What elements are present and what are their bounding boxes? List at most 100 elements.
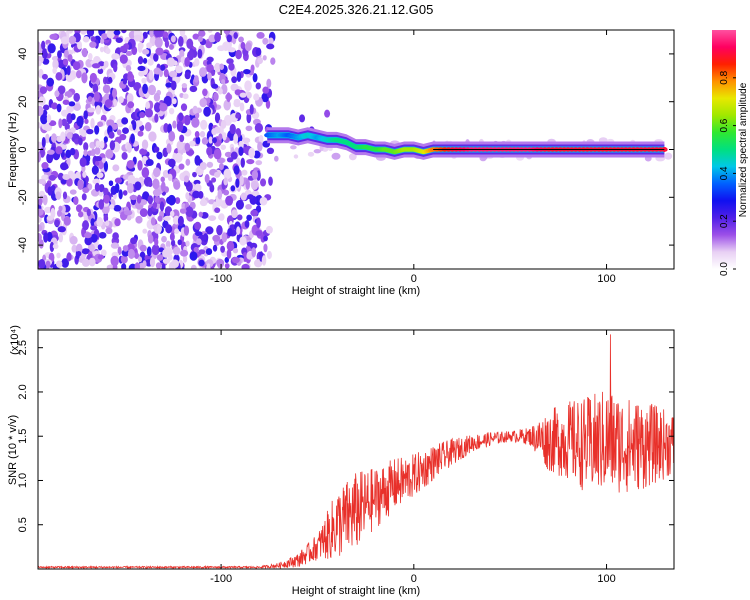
noise-blob bbox=[163, 69, 169, 78]
noise-blob bbox=[198, 30, 206, 38]
noise-blob bbox=[179, 30, 186, 37]
noise-blob bbox=[73, 92, 80, 102]
noise-blob bbox=[153, 53, 159, 62]
noise-blob bbox=[154, 196, 160, 204]
noise-blob bbox=[101, 157, 106, 164]
noise-blob bbox=[47, 43, 56, 54]
noise-blob bbox=[81, 72, 88, 84]
noise-blob bbox=[152, 167, 161, 178]
noise-blob bbox=[217, 45, 226, 52]
noise-blob bbox=[103, 214, 109, 223]
spectrogram-y-tick-label: 0 bbox=[17, 146, 29, 152]
noise-blob bbox=[214, 126, 221, 134]
spectrogram-y-tick-label: 20 bbox=[17, 96, 29, 108]
noise-blob bbox=[89, 72, 97, 83]
noise-blob bbox=[162, 248, 171, 258]
spectrogram-y-tick-label: -20 bbox=[17, 189, 29, 205]
noise-blob bbox=[95, 105, 102, 115]
noise-blob bbox=[41, 136, 46, 148]
noise-blob bbox=[211, 83, 219, 89]
noise-blob bbox=[159, 201, 165, 212]
noise-blob bbox=[245, 125, 253, 132]
noise-blob bbox=[179, 49, 185, 59]
noise-blob bbox=[67, 170, 74, 176]
noise-blob bbox=[38, 105, 44, 117]
snr-plot-area bbox=[38, 334, 674, 569]
faint-blob bbox=[664, 152, 673, 160]
noise-blob bbox=[255, 82, 261, 90]
chart-title: C2E4.2025.326.21.12.G05 bbox=[278, 2, 434, 17]
noise-blob bbox=[162, 258, 171, 264]
noise-blob bbox=[152, 188, 162, 197]
noise-blob bbox=[137, 160, 143, 171]
noise-blob bbox=[100, 38, 105, 44]
noise-blob bbox=[88, 53, 93, 61]
noise-blob bbox=[208, 136, 213, 144]
noise-blob bbox=[198, 249, 206, 255]
noise-blob bbox=[223, 168, 232, 180]
noise-blob bbox=[95, 160, 100, 166]
noise-blob bbox=[176, 140, 184, 151]
noise-blob bbox=[246, 158, 255, 165]
noise-blob bbox=[262, 86, 270, 94]
noise-blob bbox=[62, 99, 70, 105]
noise-blob bbox=[120, 254, 128, 264]
noise-blob bbox=[112, 164, 120, 172]
noise-blob bbox=[205, 41, 213, 49]
noise-blob bbox=[81, 47, 88, 58]
noise-blob bbox=[90, 36, 97, 42]
noise-blob bbox=[45, 260, 51, 269]
colorbar: 0.0 0.2 0.4 0.6 0.8 Normalized spectral ampl… bbox=[712, 30, 749, 276]
noise-blob bbox=[252, 73, 258, 83]
snr-panel: -100 0 100 0.5 1.0 1.5 2.0 2.5 Height of straig… bbox=[7, 325, 675, 597]
noise-blob bbox=[142, 48, 150, 55]
noise-blob bbox=[218, 133, 223, 141]
noise-blob bbox=[131, 120, 136, 126]
noise-blob bbox=[238, 146, 244, 156]
noise-blob bbox=[183, 114, 191, 126]
faint-blob bbox=[313, 149, 322, 154]
noise-blob bbox=[159, 64, 166, 71]
noise-blob bbox=[178, 163, 185, 170]
noise-blob bbox=[185, 158, 191, 166]
noise-blob bbox=[44, 206, 53, 214]
noise-blob bbox=[92, 83, 99, 94]
noise-blob bbox=[153, 30, 162, 38]
noise-blob bbox=[62, 58, 69, 66]
colorbar-tick-label: 0.4 bbox=[719, 166, 730, 180]
noise-blob bbox=[84, 236, 93, 246]
spectrogram-plot-area bbox=[38, 30, 673, 269]
noise-blob bbox=[97, 254, 104, 260]
noise-blob bbox=[48, 174, 57, 181]
noise-blob bbox=[241, 263, 250, 269]
noise-blob bbox=[231, 209, 238, 219]
noise-blob bbox=[86, 30, 95, 37]
noise-blob bbox=[126, 159, 135, 169]
noise-blob bbox=[213, 148, 222, 160]
noise-blob bbox=[263, 235, 268, 242]
noise-blob bbox=[83, 142, 89, 152]
noise-blob bbox=[192, 33, 200, 40]
noise-blob bbox=[178, 112, 184, 122]
noise-blob bbox=[265, 225, 273, 234]
noise-blob bbox=[177, 239, 182, 246]
noise-blob bbox=[172, 120, 177, 129]
noise-blob bbox=[257, 141, 263, 152]
noise-blob bbox=[98, 199, 105, 210]
noise-blob bbox=[199, 67, 207, 77]
noise-blob bbox=[164, 186, 169, 193]
isolated-feature bbox=[299, 114, 306, 123]
noise-blob bbox=[246, 112, 252, 124]
snr-frame bbox=[37, 329, 675, 570]
noise-blob bbox=[229, 123, 236, 135]
noise-blob bbox=[110, 255, 119, 267]
noise-blob bbox=[110, 242, 120, 249]
noise-blob bbox=[224, 263, 230, 269]
noise-blob bbox=[148, 181, 153, 188]
noise-blob bbox=[194, 155, 201, 166]
noise-blob bbox=[47, 149, 55, 155]
noise-blob bbox=[55, 191, 62, 200]
noise-blob bbox=[133, 81, 142, 91]
noise-blob bbox=[251, 247, 257, 258]
noise-blob bbox=[147, 58, 154, 66]
